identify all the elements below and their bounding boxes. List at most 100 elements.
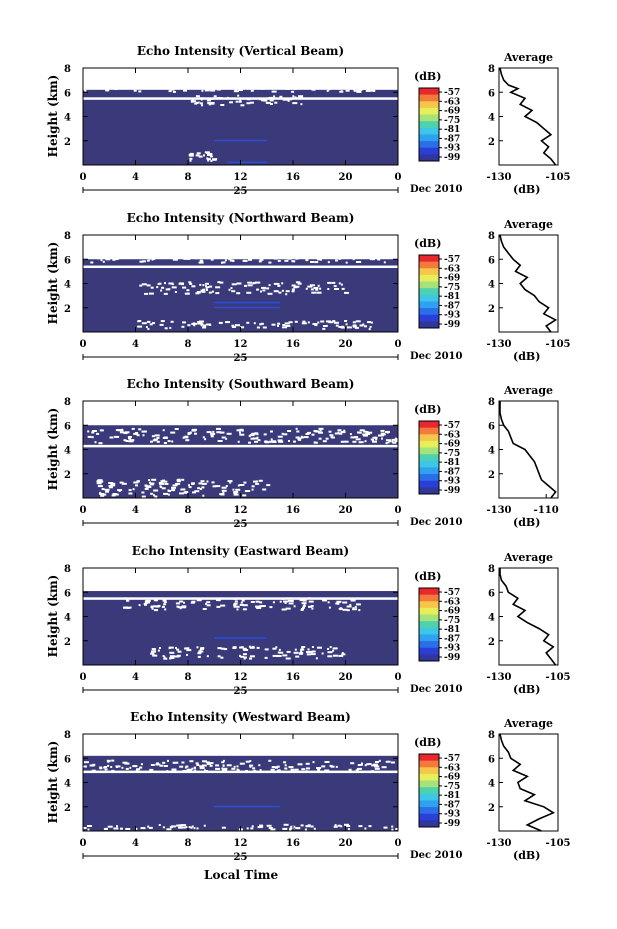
no-data-cell	[239, 420, 242, 422]
no-data-cell	[327, 651, 333, 654]
no-data-cell	[213, 574, 216, 577]
no-data-cell	[214, 585, 217, 588]
no-data-cell	[229, 259, 234, 262]
average-y-tick-label: 8	[488, 564, 495, 575]
no-data-cell	[114, 88, 118, 90]
no-data-cell	[199, 649, 202, 652]
no-data-cell	[263, 414, 266, 417]
average-unit: (dB)	[513, 683, 541, 696]
no-data-cell	[158, 647, 161, 649]
average-unit: (dB)	[513, 183, 541, 196]
no-data-cell	[176, 648, 180, 651]
no-data-cell	[374, 767, 380, 770]
no-data-cell	[171, 486, 176, 489]
no-data-cell	[301, 768, 306, 771]
no-data-cell	[284, 259, 289, 262]
no-data-cell	[165, 583, 171, 586]
no-data-cell	[153, 438, 158, 441]
no-data-cell	[219, 281, 224, 284]
no-data-cell	[333, 285, 337, 288]
no-data-cell	[244, 490, 247, 493]
no-data-cell	[352, 324, 357, 327]
no-data-cell	[156, 286, 159, 289]
no-data-cell	[333, 321, 339, 324]
no-data-cell	[204, 151, 210, 154]
data-gap-line	[83, 770, 398, 774]
colorbar-label: -63	[444, 430, 460, 440]
no-data-cell	[330, 742, 335, 745]
no-data-cell	[215, 292, 220, 295]
no-data-cell	[319, 409, 325, 412]
no-data-cell	[191, 482, 195, 485]
colorbar-unit: (dB)	[414, 570, 442, 583]
no-data-cell	[281, 608, 287, 611]
no-data-cell	[171, 417, 175, 420]
no-data-cell	[364, 325, 367, 328]
no-data-cell	[153, 489, 159, 492]
no-data-cell	[119, 431, 124, 434]
no-data-cell	[210, 435, 214, 438]
no-data-cell	[390, 761, 395, 764]
colorbar-label: -63	[444, 264, 460, 274]
no-data-cell	[325, 437, 329, 440]
no-data-cell	[274, 101, 278, 104]
x-tick-label: 8	[185, 172, 192, 183]
no-data-cell	[320, 258, 322, 261]
no-data-cell	[129, 439, 135, 442]
no-data-cell	[236, 765, 239, 768]
echo-field-dominant	[83, 259, 398, 332]
no-data-cell	[279, 95, 283, 98]
no-data-cell	[274, 749, 280, 752]
no-data-cell	[378, 434, 383, 437]
no-data-cell	[307, 285, 313, 288]
no-data-cell	[210, 258, 214, 261]
no-data-cell	[377, 258, 381, 261]
no-data-cell	[338, 654, 344, 657]
no-data-cell	[379, 86, 381, 89]
no-data-cell	[292, 415, 295, 417]
no-data-cell	[174, 577, 178, 580]
colorbar-segment	[419, 314, 439, 322]
no-data-cell	[356, 767, 362, 770]
no-data-cell	[278, 742, 281, 745]
no-data-cell	[138, 320, 142, 322]
no-data-cell	[106, 759, 111, 762]
colorbar-label: -75	[444, 449, 460, 459]
no-data-cell	[268, 284, 271, 287]
no-data-cell	[158, 580, 162, 583]
no-data-cell	[206, 604, 211, 607]
no-data-cell	[277, 285, 280, 287]
no-data-cell	[220, 604, 226, 607]
y-tick-label: 4	[64, 446, 71, 457]
no-data-cell	[154, 417, 157, 420]
no-data-cell	[144, 487, 149, 490]
no-data-cell	[365, 89, 371, 92]
no-data-cell	[237, 89, 243, 91]
no-data-cell	[307, 748, 311, 751]
no-data-cell	[254, 739, 259, 742]
day-label: 25	[234, 852, 248, 863]
no-data-cell	[129, 766, 132, 769]
no-data-cell	[193, 582, 198, 585]
no-data-cell	[199, 742, 203, 745]
no-data-cell	[316, 767, 322, 769]
colorbar-segment	[419, 308, 439, 316]
no-data-cell	[322, 408, 327, 411]
y-tick-label: 2	[64, 470, 71, 481]
no-data-cell	[239, 433, 245, 436]
no-data-cell	[127, 436, 132, 438]
no-data-cell	[138, 604, 141, 607]
no-data-cell	[197, 655, 201, 658]
no-data-cell	[195, 292, 200, 295]
no-data-cell	[166, 828, 172, 831]
no-data-cell	[171, 768, 177, 771]
no-data-cell	[181, 737, 186, 740]
no-data-cell	[346, 609, 350, 612]
no-data-cell	[105, 89, 110, 92]
no-data-cell	[295, 86, 300, 88]
no-data-cell	[147, 748, 151, 751]
no-data-cell	[202, 404, 208, 407]
no-data-cell	[130, 256, 134, 259]
y-tick-label: 8	[64, 564, 71, 575]
no-data-cell	[94, 84, 97, 87]
